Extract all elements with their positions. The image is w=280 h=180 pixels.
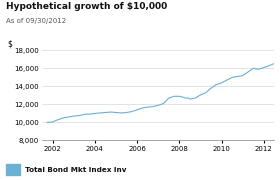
Y-axis label: $: $ — [7, 40, 12, 49]
Text: As of 09/30/2012: As of 09/30/2012 — [6, 18, 66, 24]
Text: Hypothetical growth of $10,000: Hypothetical growth of $10,000 — [6, 2, 167, 11]
Text: Total Bond Mkt Index Inv: Total Bond Mkt Index Inv — [25, 167, 127, 173]
